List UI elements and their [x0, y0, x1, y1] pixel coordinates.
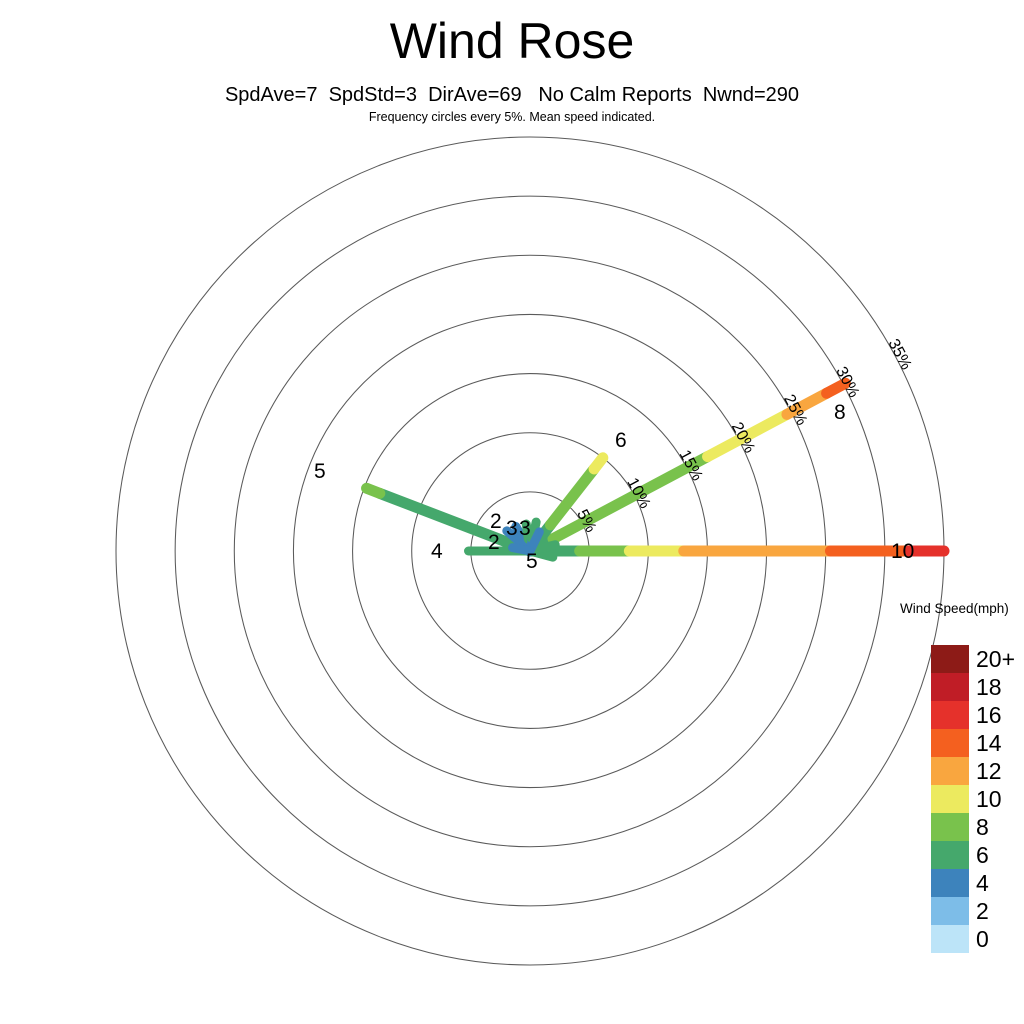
legend-swatch: [931, 925, 969, 953]
petal-WbN: [508, 543, 535, 556]
petal-segment: [702, 408, 793, 463]
mean-speed-label: 10: [891, 540, 914, 563]
mean-speed-label: 3: [519, 517, 531, 540]
legend-row: 10: [931, 785, 1023, 813]
chart-note: Frequency circles every 5%. Mean speed i…: [368, 110, 656, 124]
legend-label: 0: [976, 926, 989, 952]
legend-row: 4: [931, 869, 1023, 897]
legend-row: 20+: [931, 645, 1023, 673]
mean-speed-label: 8: [834, 401, 846, 424]
petal-label-group: 10 8 6 5 4 5 223 3: [314, 401, 914, 573]
legend-label: 20+: [976, 646, 1016, 672]
petal-segment: [508, 543, 535, 556]
legend-swatch: [931, 869, 969, 897]
legend-swatch: [931, 729, 969, 757]
mean-speed-label: 3: [506, 517, 518, 540]
page-title: Wind Rose: [389, 13, 635, 69]
legend-label: 8: [976, 814, 989, 840]
petal-segment: [374, 487, 518, 550]
legend-label: 14: [976, 730, 1002, 756]
petal-group: [361, 377, 950, 562]
legend-label: 12: [976, 758, 1002, 784]
legend-swatch: [931, 813, 969, 841]
legend-label: 2: [976, 898, 989, 924]
legend-swatch: [931, 897, 969, 925]
petal-segment: [544, 463, 600, 531]
petal-segment: [361, 482, 386, 499]
legend-swatch: [931, 673, 969, 701]
petal-segment: [781, 387, 833, 420]
legend-row: 8: [931, 813, 1023, 841]
mean-speed-label: 2: [488, 531, 500, 554]
petal-segment: [521, 519, 533, 544]
legend-label: 18: [976, 674, 1002, 700]
legend-swatch: [931, 841, 969, 869]
legend-swatch: [931, 701, 969, 729]
legend-swatch: [931, 757, 969, 785]
legend-row: 2: [931, 897, 1023, 925]
legend-row: 0: [931, 925, 1023, 953]
legend-row: 16: [931, 701, 1023, 729]
mean-speed-label: 5: [526, 550, 538, 573]
mean-speed-label: 2: [490, 510, 502, 533]
legend-label: 10: [976, 786, 1002, 812]
summary-stats: SpdAve=7 SpdStd=3 DirAve=69 No Calm Repo…: [224, 84, 800, 106]
legend-label: 6: [976, 842, 989, 868]
legend-row: 14: [931, 729, 1023, 757]
legend-label: 16: [976, 702, 1002, 728]
legend-title: Wind Speed(mph): [900, 601, 1009, 616]
mean-speed-label: 5: [314, 460, 326, 483]
legend-label: 4: [976, 870, 989, 896]
petal-segment: [821, 377, 851, 399]
ring-label: 35%: [884, 336, 914, 372]
petal-segment: [547, 451, 714, 545]
wind-speed-legend: 20+ 18 16 14 12 10 8 6 4 2 0: [931, 645, 1023, 953]
legend-row: 12: [931, 757, 1023, 785]
mean-speed-label: 4: [431, 540, 443, 563]
mean-speed-label: 6: [615, 429, 627, 452]
legend-swatch: [931, 645, 969, 673]
legend-row: 6: [931, 841, 1023, 869]
legend-row: 18: [931, 673, 1023, 701]
legend-swatch: [931, 785, 969, 813]
petal-segment: [588, 452, 609, 475]
